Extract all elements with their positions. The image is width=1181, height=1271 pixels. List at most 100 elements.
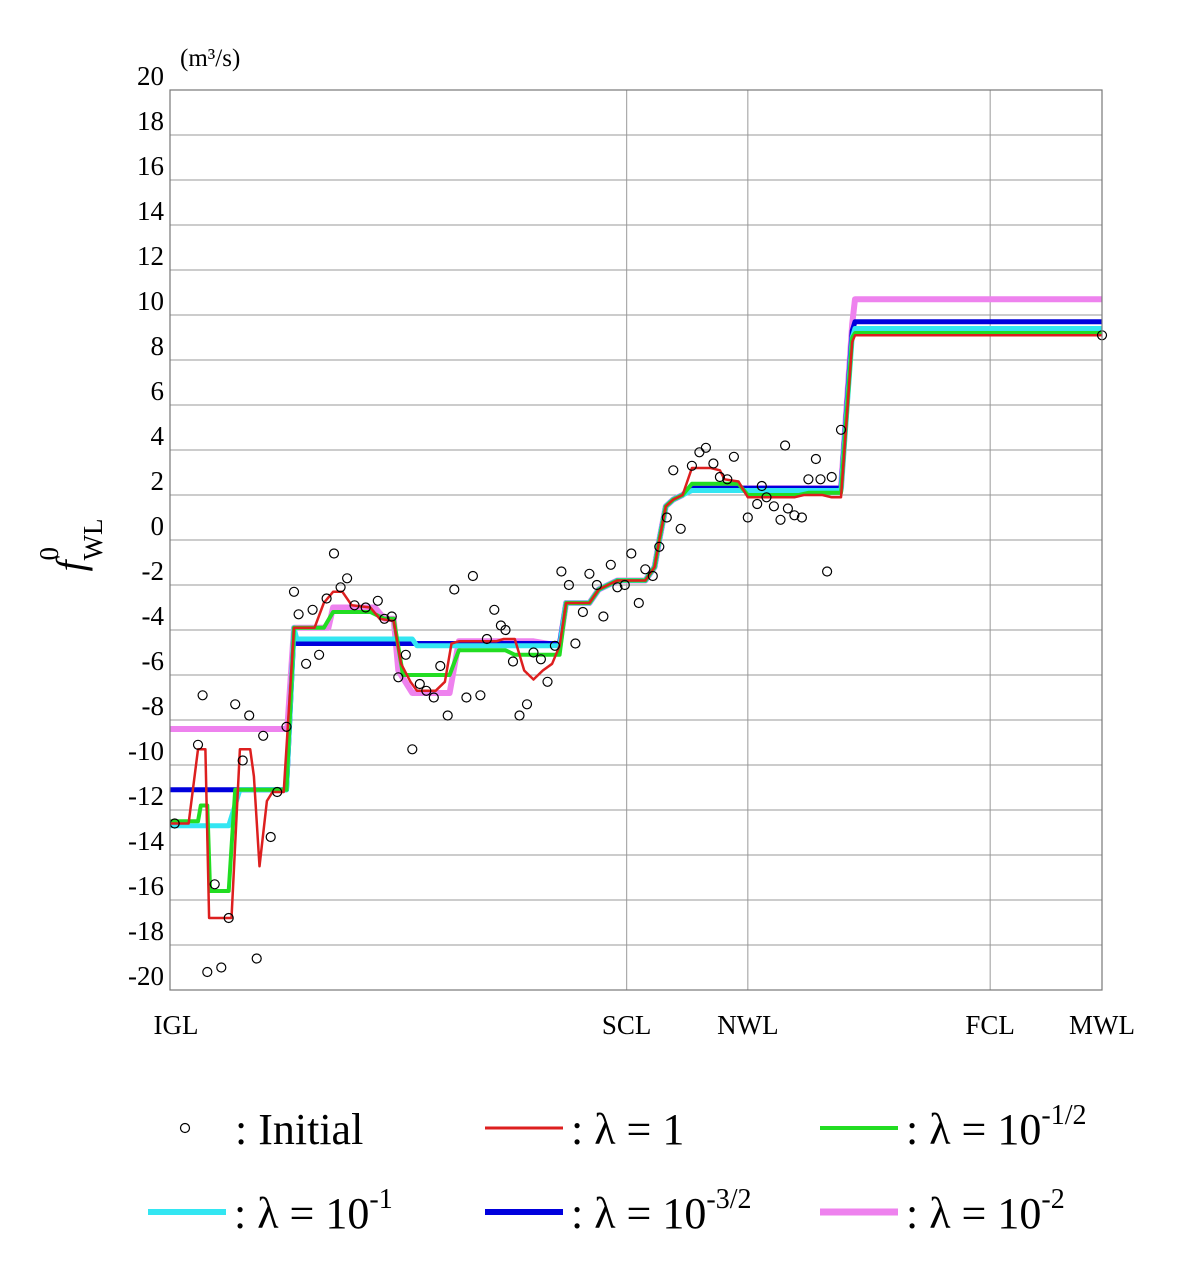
initial-point [694, 447, 705, 458]
initial-point [647, 570, 658, 582]
initial-point [668, 465, 679, 476]
initial-point [288, 586, 300, 597]
legend-label: : Initial [235, 1105, 363, 1154]
initial-point [542, 676, 553, 687]
initial-point [197, 690, 208, 701]
initial-point [640, 564, 651, 575]
initial-point [400, 649, 411, 660]
y-tick-label: 2 [151, 466, 165, 496]
initial-point [768, 501, 780, 512]
legend-label: : λ = 10-1/2 [906, 1100, 1086, 1154]
series-line-3 [170, 331, 1102, 893]
initial-point [584, 568, 595, 579]
x-tick-label-scl: SCL [602, 1010, 652, 1040]
initial-point [216, 962, 227, 973]
initial-point [393, 672, 404, 683]
initial-point [803, 474, 814, 485]
initial-point [779, 440, 791, 451]
initial-point [775, 514, 786, 525]
initial-point [761, 492, 772, 503]
initial-point [675, 523, 686, 534]
initial-point [435, 660, 446, 672]
initial-point [661, 512, 672, 523]
initial-point [293, 609, 304, 620]
initial-point [244, 710, 255, 721]
initial-point [265, 831, 276, 843]
initial-point [815, 474, 826, 485]
y-tick-label: 6 [151, 376, 165, 406]
y-tick-label: 14 [137, 196, 165, 226]
x-tick-label-fcl: FCL [965, 1010, 1015, 1040]
initial-point [633, 597, 644, 609]
initial-point [507, 656, 519, 667]
initial-point [237, 755, 248, 766]
y-tick-label: 18 [137, 106, 164, 136]
initial-point [549, 640, 561, 651]
legend-label: : λ = 10-2 [906, 1184, 1065, 1238]
initial-point [301, 658, 312, 669]
initial-point [708, 458, 719, 469]
initial-point [442, 710, 453, 721]
initial-point [722, 474, 733, 485]
initial-point [626, 548, 637, 559]
legend-marker [179, 1122, 191, 1134]
legend-item-5: : λ = 10-2 [820, 1184, 1065, 1238]
initial-point [514, 710, 525, 721]
initial-point [321, 593, 332, 604]
initial-point [528, 647, 539, 658]
initial-point [810, 453, 822, 465]
legend-item-1: : λ = 1 [485, 1105, 684, 1154]
y-tick-label: -10 [128, 736, 164, 766]
initial-point [782, 503, 794, 514]
initial-point [821, 566, 833, 577]
legend-exponent: -1 [369, 1184, 392, 1215]
initial-point [272, 786, 283, 798]
legend-exponent: -1/2 [1041, 1100, 1086, 1131]
initial-point [700, 442, 712, 453]
initial-point [475, 690, 486, 701]
initial-point [577, 606, 589, 618]
initial-point [598, 611, 609, 622]
plot-frame [169, 89, 1103, 991]
initial-point [379, 613, 390, 624]
initial-point [314, 649, 325, 660]
initial-point [612, 582, 623, 593]
initial-point [835, 424, 847, 435]
series-line-0 [170, 296, 1102, 732]
initial-point [605, 559, 616, 570]
initial-point [360, 602, 371, 613]
initial-point [556, 566, 567, 577]
y-tick-labels: 20181614121086420-2-4-6-8-10-12-14-16-18… [128, 61, 165, 991]
y-tick-label: -4 [142, 601, 165, 631]
initial-point [428, 692, 439, 703]
x-tick-label-igl: IGL [154, 1010, 199, 1040]
initial-point [335, 582, 346, 593]
grid-lines [170, 89, 1102, 991]
initial-point [728, 451, 740, 462]
initial-point [570, 638, 581, 649]
initial-point [521, 699, 533, 710]
y-tick-label: -18 [128, 916, 164, 946]
initial-point [407, 744, 418, 755]
y-tick-label: -6 [142, 646, 165, 676]
legend-item-0: : Initial [179, 1105, 363, 1154]
initial-point [481, 633, 492, 645]
y-tick-label: -16 [128, 871, 164, 901]
initial-point [686, 460, 698, 471]
legend-exponent: -2 [1041, 1184, 1064, 1215]
initial-point [209, 879, 220, 890]
y-tick-label: 16 [137, 151, 164, 181]
initial-point [500, 624, 511, 636]
x-tick-labels: IGL SCL NWL FCL MWL [154, 1010, 1135, 1040]
initial-points-layer [169, 330, 1108, 978]
y-tick-label: 20 [137, 61, 164, 91]
initial-point [752, 498, 763, 510]
initial-point [619, 579, 630, 591]
y-tick-label: 12 [137, 241, 164, 271]
legend: : Initial: λ = 1: λ = 10-1/2: λ = 10-1: … [148, 1100, 1086, 1238]
initial-point [281, 721, 292, 732]
series-layer [170, 296, 1102, 920]
y-tick-label: 0 [151, 511, 165, 541]
y-tick-label: -12 [128, 781, 164, 811]
